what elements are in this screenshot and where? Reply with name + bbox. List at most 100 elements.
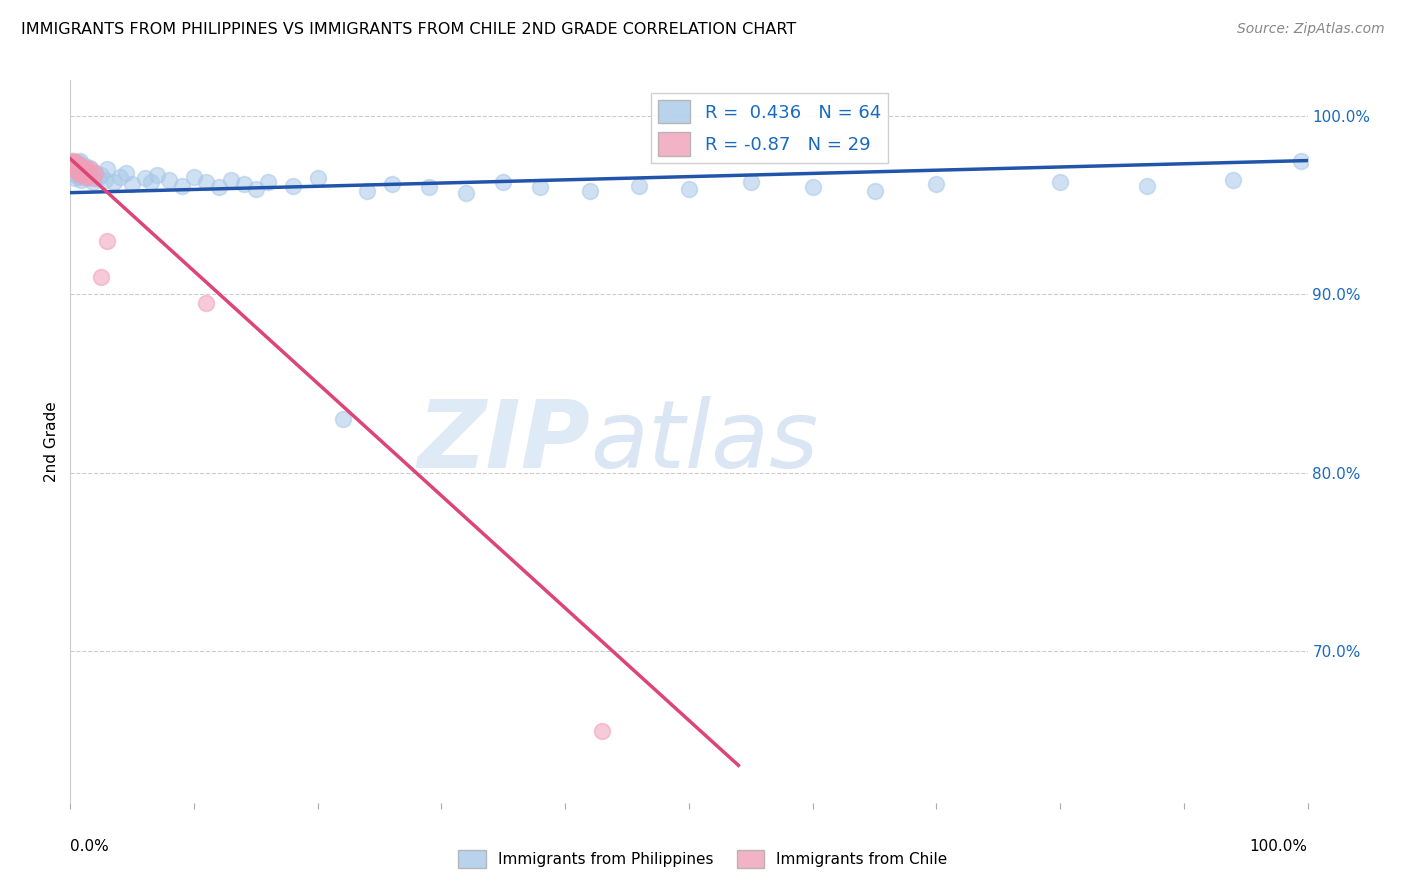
Y-axis label: 2nd Grade: 2nd Grade: [44, 401, 59, 482]
Point: [1291, 153, 1313, 168]
Point: [195, 175, 218, 189]
Point: [115, 166, 138, 180]
Point: [67, 161, 90, 175]
Point: [801, 180, 824, 194]
Point: [73, 166, 96, 180]
Point: [925, 177, 948, 191]
Point: [108, 169, 131, 184]
Point: [70, 173, 93, 187]
Point: [82, 175, 104, 189]
Text: ZIP: ZIP: [418, 395, 591, 488]
Point: [65, 161, 87, 175]
Point: [77, 168, 100, 182]
Point: [863, 184, 886, 198]
Point: [65, 168, 87, 182]
Point: [1049, 175, 1071, 189]
Point: [90, 269, 112, 284]
Point: [65, 164, 87, 178]
Point: [96, 162, 118, 177]
Point: [62, 153, 84, 168]
Point: [66, 157, 89, 171]
Point: [84, 166, 107, 180]
Point: [65, 159, 87, 173]
Point: [740, 175, 762, 189]
Point: [75, 169, 97, 184]
Point: [65, 171, 87, 186]
Point: [134, 171, 156, 186]
Point: [257, 175, 280, 189]
Point: [72, 162, 94, 177]
Point: [208, 180, 231, 194]
Point: [66, 155, 89, 169]
Point: [65, 155, 87, 169]
Text: IMMIGRANTS FROM PHILIPPINES VS IMMIGRANTS FROM CHILE 2ND GRADE CORRELATION CHART: IMMIGRANTS FROM PHILIPPINES VS IMMIGRANT…: [21, 22, 796, 37]
Point: [332, 412, 354, 426]
Point: [76, 164, 98, 178]
Point: [82, 171, 104, 186]
Point: [678, 182, 700, 196]
Point: [67, 161, 90, 175]
Point: [69, 166, 91, 180]
Point: [195, 296, 218, 310]
Point: [62, 162, 84, 177]
Point: [94, 173, 117, 187]
Point: [219, 173, 242, 187]
Point: [456, 186, 478, 200]
Point: [72, 162, 94, 177]
Point: [66, 164, 89, 178]
Point: [63, 166, 86, 180]
Point: [96, 234, 118, 248]
Point: [65, 157, 87, 171]
Point: [69, 153, 91, 168]
Point: [67, 169, 90, 184]
Point: [73, 168, 96, 182]
Point: [121, 177, 143, 191]
Point: [75, 159, 97, 173]
Point: [63, 157, 86, 171]
Point: [69, 159, 91, 173]
Point: [77, 169, 100, 184]
Point: [579, 184, 602, 198]
Point: [62, 159, 84, 173]
Point: [75, 161, 97, 175]
Point: [307, 171, 329, 186]
Text: 100.0%: 100.0%: [1250, 838, 1308, 854]
Point: [60, 155, 83, 169]
Point: [84, 166, 107, 180]
Point: [69, 164, 91, 178]
Point: [529, 180, 551, 194]
Point: [66, 162, 89, 177]
Point: [65, 161, 87, 175]
Point: [86, 171, 108, 186]
Point: [79, 162, 101, 177]
Legend: Immigrants from Philippines, Immigrants from Chile: Immigrants from Philippines, Immigrants …: [453, 844, 953, 873]
Point: [492, 175, 515, 189]
Point: [591, 724, 613, 739]
Point: [628, 178, 651, 193]
Point: [70, 168, 93, 182]
Point: [139, 175, 162, 189]
Point: [1222, 173, 1244, 187]
Point: [381, 177, 404, 191]
Text: 0.0%: 0.0%: [70, 838, 110, 854]
Point: [245, 182, 267, 196]
Point: [418, 180, 440, 194]
Point: [170, 178, 193, 193]
Text: atlas: atlas: [591, 396, 818, 487]
Legend: R =  0.436   N = 64, R = -0.87   N = 29: R = 0.436 N = 64, R = -0.87 N = 29: [651, 93, 889, 163]
Point: [232, 177, 254, 191]
Point: [75, 171, 97, 186]
Point: [281, 178, 304, 193]
Point: [146, 168, 169, 182]
Text: Source: ZipAtlas.com: Source: ZipAtlas.com: [1237, 22, 1385, 37]
Point: [76, 164, 98, 178]
Point: [67, 166, 90, 180]
Point: [356, 184, 378, 198]
Point: [79, 161, 101, 175]
Point: [157, 173, 180, 187]
Point: [1136, 178, 1159, 193]
Point: [60, 153, 83, 168]
Point: [63, 159, 86, 173]
Point: [183, 169, 205, 184]
Point: [103, 175, 125, 189]
